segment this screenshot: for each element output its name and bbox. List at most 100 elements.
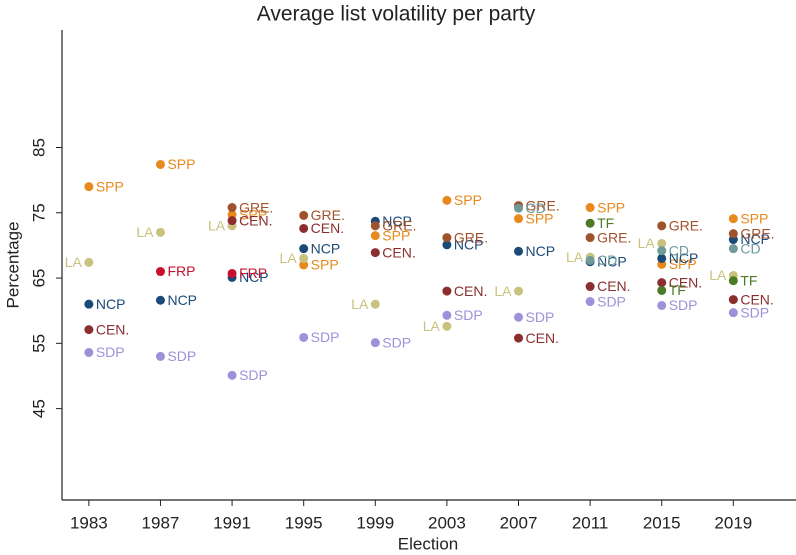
x-tick-label: 1999	[356, 513, 394, 532]
x-tick-label: 2019	[714, 513, 752, 532]
point	[585, 297, 595, 307]
point-label: CEN.	[382, 244, 415, 260]
point-label: NCP	[597, 253, 627, 269]
point	[728, 229, 738, 239]
point-label: CEN.	[597, 278, 630, 294]
point-label: LA	[494, 283, 512, 299]
y-tick-label: 85	[29, 138, 48, 157]
point-label: CD	[669, 242, 689, 258]
point-label: SPP	[740, 210, 768, 226]
point-label: SDP	[597, 293, 626, 309]
point-label: SDP	[669, 297, 698, 313]
point	[657, 253, 667, 263]
point-label: FRP	[167, 263, 195, 279]
point	[227, 216, 237, 226]
point-label: SPP	[454, 192, 482, 208]
point-label: GRE.	[239, 199, 273, 215]
x-tick-label: 1987	[142, 513, 180, 532]
point	[370, 231, 380, 241]
point-label: SPP	[96, 178, 124, 194]
point	[728, 276, 738, 286]
point-label: GRE.	[311, 207, 345, 223]
point-label: GRE.	[740, 225, 774, 241]
point	[442, 233, 452, 243]
point	[299, 223, 309, 233]
x-tick-label: 1983	[70, 513, 108, 532]
point-label: CD	[740, 240, 760, 256]
point-label: SPP	[239, 206, 267, 222]
point	[657, 278, 667, 288]
point	[370, 299, 380, 309]
point-label: LA	[423, 318, 441, 334]
point-label: CEN.	[740, 291, 773, 307]
point	[442, 310, 452, 320]
point-label: SDP	[96, 344, 125, 360]
point	[84, 347, 94, 357]
point-label: NCP	[96, 296, 126, 312]
point	[84, 299, 94, 309]
x-axis-label: Election	[398, 534, 458, 553]
point	[514, 333, 524, 343]
point-label: NCP	[311, 240, 341, 256]
x-tick-label: 1995	[285, 513, 323, 532]
x-tick-label: 2007	[500, 513, 538, 532]
point	[299, 332, 309, 342]
point-label: SPP	[167, 156, 195, 172]
point-label: SPP	[669, 256, 697, 272]
point	[514, 286, 524, 296]
point	[227, 203, 237, 213]
point	[514, 246, 524, 256]
point-label: NCP	[454, 236, 484, 252]
y-tick-label: 45	[29, 399, 48, 418]
point	[442, 321, 452, 331]
point-label: CEN.	[96, 321, 129, 337]
point-label: FRP	[239, 265, 267, 281]
point-label: SPP	[382, 227, 410, 243]
point-label: SDP	[740, 304, 769, 320]
y-tick-label: 65	[29, 269, 48, 288]
point	[84, 257, 94, 267]
point	[155, 295, 165, 305]
point-label: SDP	[311, 329, 340, 345]
point-label: NCP	[526, 243, 556, 259]
point-label: GRE.	[597, 229, 631, 245]
point	[585, 218, 595, 228]
point	[370, 221, 380, 231]
point-label: TF	[669, 282, 686, 298]
point	[585, 255, 595, 265]
point-label: LA	[208, 218, 226, 234]
point	[728, 244, 738, 254]
point	[514, 203, 524, 213]
point	[657, 238, 667, 248]
point-label: LA	[136, 224, 154, 240]
point-label: NCP	[740, 231, 770, 247]
y-tick-label: 55	[29, 334, 48, 353]
point-label: NCP	[167, 292, 197, 308]
point	[84, 325, 94, 335]
point-label: GRE.	[454, 229, 488, 245]
point-label: CEN.	[669, 274, 702, 290]
point	[657, 221, 667, 231]
point	[585, 233, 595, 243]
point-label: CEN.	[311, 220, 344, 236]
point-label: LA	[65, 254, 83, 270]
point	[84, 182, 94, 192]
point	[227, 268, 237, 278]
point	[299, 210, 309, 220]
point	[728, 214, 738, 224]
point	[657, 285, 667, 295]
point	[728, 308, 738, 318]
point	[370, 248, 380, 258]
y-tick-label: 75	[29, 203, 48, 222]
point	[657, 246, 667, 256]
point	[155, 351, 165, 361]
x-tick-label: 2011	[572, 513, 609, 532]
point-label: SDP	[239, 367, 268, 383]
point-label: SDP	[526, 309, 555, 325]
point-label: CEN.	[454, 283, 487, 299]
point-label: LA	[280, 250, 298, 266]
point-label: CEN.	[526, 330, 559, 346]
point-label: NCP	[382, 213, 412, 229]
